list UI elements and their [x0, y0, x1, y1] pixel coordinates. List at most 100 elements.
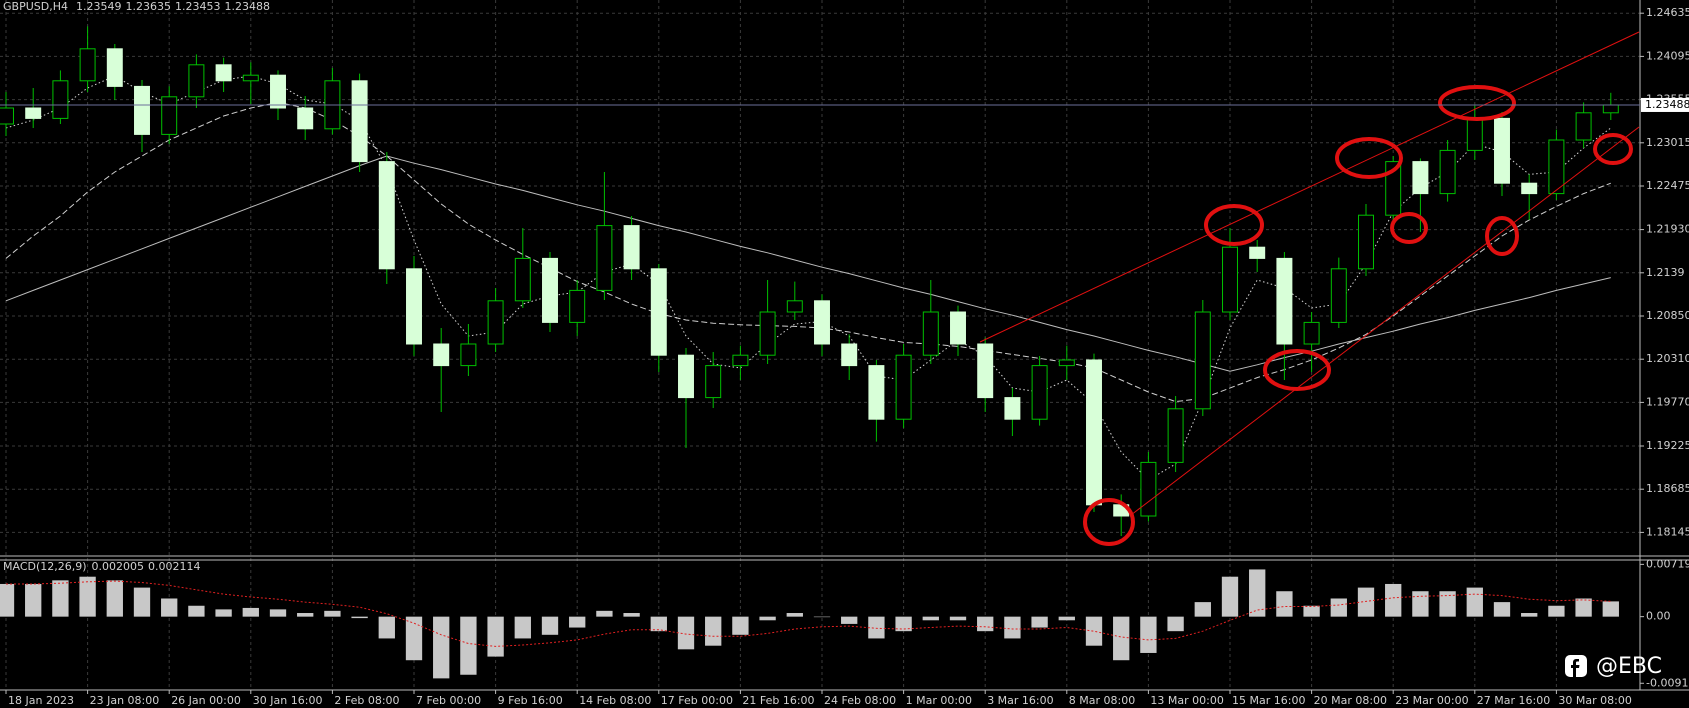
candle-body: [977, 343, 994, 399]
macd-bar: [541, 616, 559, 635]
header-value: 1.23488: [224, 0, 270, 13]
y-tick-label: 1.18685: [1646, 482, 1689, 495]
candle-body: [1249, 246, 1266, 259]
candle-body: [487, 300, 504, 345]
candle-body: [922, 311, 939, 356]
x-tick-label: 18 Jan 2023: [8, 694, 74, 707]
macd-bar: [1357, 587, 1375, 617]
macd-bar: [378, 616, 395, 639]
header-value: 1.23635: [125, 0, 171, 13]
candle-body: [759, 311, 776, 356]
candle-body: [1602, 104, 1619, 114]
macd-bar: [732, 616, 749, 635]
macd-bar: [786, 613, 803, 617]
candle-body: [705, 365, 722, 399]
candle-body: [1575, 112, 1592, 141]
macd-bar: [1004, 616, 1021, 639]
y-tick-label: 1.19770: [1646, 395, 1689, 408]
macd-bar: [188, 605, 205, 617]
macd-bar: [1493, 602, 1511, 617]
x-tick-label: 15 Mar 16:00: [1232, 694, 1305, 707]
candle-body: [1385, 161, 1402, 216]
candle-body: [0, 107, 14, 125]
x-tick-label: 27 Mar 16:00: [1477, 694, 1550, 707]
candle-body: [786, 300, 803, 313]
annotations: [979, 31, 1640, 546]
candle-body: [1358, 214, 1374, 270]
macd-bar: [405, 616, 423, 661]
candle-body: [1466, 117, 1483, 151]
macd-bar: [433, 616, 450, 679]
macd-bar: [1330, 598, 1347, 617]
candle-body: [1303, 321, 1320, 345]
candle-body: [79, 48, 96, 82]
candle-body: [433, 343, 450, 367]
candle-body: [650, 268, 667, 356]
x-tick-label: 13 Mar 00:00: [1150, 694, 1223, 707]
macd-bar: [1113, 616, 1130, 661]
macd-y-tick-label: 0.007199: [1646, 557, 1689, 570]
x-tick-label: 1 Mar 00:00: [906, 694, 972, 707]
macd-bar: [1221, 576, 1239, 617]
macd-bar: [895, 616, 912, 632]
y-tick-label: 1.23015: [1646, 136, 1689, 149]
macd-bar: [1385, 583, 1402, 617]
candle-body: [514, 257, 531, 302]
macd-header: MACD(12,26,9) 0.002005 0.002114: [3, 560, 201, 573]
x-tick-label: 17 Feb 00:00: [661, 694, 733, 707]
candle-body: [161, 96, 178, 135]
macd-bar: [1575, 598, 1592, 617]
highlight-ellipse: [1335, 137, 1403, 179]
candle-body: [270, 74, 286, 109]
macd-signal: [6, 580, 1611, 647]
macd-bar: [460, 616, 477, 675]
candle-body: [1058, 359, 1075, 367]
candle-body: [1521, 182, 1538, 195]
x-tick-label: 7 Feb 00:00: [416, 694, 481, 707]
macd-bar: [650, 616, 667, 632]
candle-body: [569, 289, 586, 323]
header-value: 1.23549: [76, 0, 122, 13]
x-tick-label: 8 Mar 08:00: [1069, 694, 1135, 707]
candle-body: [1494, 117, 1510, 184]
channel-lower: [1130, 126, 1640, 516]
x-tick-label: 9 Feb 16:00: [498, 694, 563, 707]
macd-bar: [677, 616, 695, 650]
x-tick-label: 30 Jan 16:00: [253, 694, 323, 707]
macd-bar: [1194, 602, 1211, 617]
candle-body: [841, 343, 858, 367]
macd-bar: [487, 616, 504, 657]
highlight-ellipse: [1390, 212, 1428, 244]
macd-bar: [1303, 605, 1320, 617]
candle-body: [406, 268, 422, 345]
x-tick-label: 20 Mar 08:00: [1314, 694, 1387, 707]
macd-y-tick-label: -0.009173: [1646, 676, 1689, 689]
macd-bar: [977, 616, 994, 632]
macd-bar: [569, 616, 586, 628]
y-tick-label: 1.2139: [1646, 266, 1685, 279]
candle-body: [134, 85, 150, 135]
candle-body: [297, 107, 314, 130]
macd-bar: [1602, 601, 1619, 617]
highlight-ellipse: [1438, 85, 1516, 121]
last-price-label: 1.23488: [1645, 98, 1689, 111]
candle-body: [895, 354, 912, 420]
macd-value: 0.002114: [148, 560, 201, 573]
macd-bar: [1249, 569, 1266, 617]
candle-body: [1412, 161, 1429, 195]
highlight-ellipse: [1083, 498, 1135, 546]
macd-bar: [1167, 616, 1184, 632]
macd-bar: [324, 610, 341, 617]
macd-bar: [269, 609, 287, 617]
last-price-tag: [1641, 97, 1689, 112]
macd-bar: [0, 583, 15, 617]
macd-title: MACD(12,26,9): [3, 560, 87, 573]
candle-body: [1167, 408, 1184, 463]
candle-body: [188, 64, 205, 98]
macd-bar: [1085, 616, 1103, 646]
y-tick-label: 1.20310: [1646, 352, 1689, 365]
macd-bar: [1521, 613, 1538, 617]
candle-body: [215, 64, 232, 82]
x-tick-label: 30 Mar 08:00: [1558, 694, 1631, 707]
candle-body: [732, 354, 749, 367]
